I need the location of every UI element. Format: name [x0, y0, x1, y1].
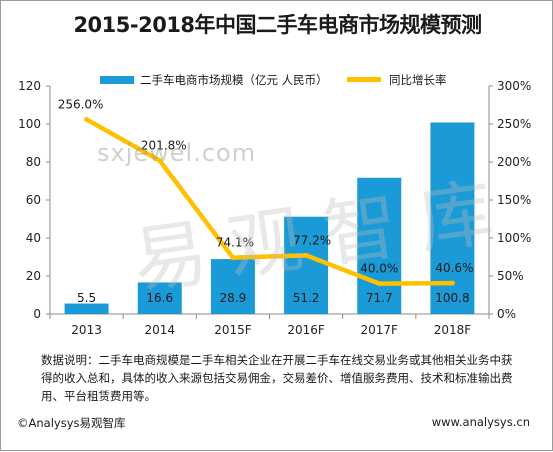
growth-rate-point [449, 280, 455, 286]
bar [137, 282, 182, 314]
bar-value-label: 51.2 [293, 291, 320, 305]
growth-rate-point [376, 281, 382, 287]
y-left-tick-label: 100 [18, 117, 41, 131]
bar-value-label: 100.8 [435, 291, 469, 305]
growth-rate-point [230, 255, 236, 261]
y-left-tick-label: 60 [26, 193, 41, 207]
line-value-label: 201.8% [141, 139, 187, 153]
legend-line-swatch [347, 77, 381, 82]
line-value-label: 74.1% [216, 236, 254, 250]
x-tick-label: 2014 [144, 323, 175, 337]
bar-value-label: 71.7 [366, 291, 393, 305]
y-right-tick-label: 300% [497, 79, 531, 93]
y-right-tick-label: 0% [497, 307, 516, 321]
line-value-label: 40.6% [435, 261, 473, 275]
chart-title: 2015-2018年中国二手车电商市场规模预测 [73, 13, 482, 37]
legend-bar-swatch [100, 76, 134, 84]
growth-rate-point [303, 252, 309, 258]
bar [210, 259, 255, 314]
bar [284, 216, 329, 314]
growth-rate-point [157, 158, 163, 164]
y-right-tick-label: 100% [497, 231, 531, 245]
legend-bar-label: 二手车电商市场规模（亿元 人民币） [140, 73, 328, 87]
y-left-tick-label: 0 [33, 307, 41, 321]
x-tick-label: 2016F [287, 323, 325, 337]
x-tick-label: 2013 [71, 323, 102, 337]
y-right-tick-label: 250% [497, 117, 531, 131]
bar-value-label: 28.9 [220, 291, 247, 305]
x-tick-label: 2017F [361, 323, 399, 337]
y-right-tick-label: 50% [497, 269, 524, 283]
x-tick-label: 2015F [214, 323, 252, 337]
growth-rate-line [85, 117, 453, 286]
growth-rate-point [84, 116, 90, 122]
bar-value-label: 16.6 [146, 291, 173, 305]
bar [64, 303, 109, 314]
y-left-tick-label: 120 [18, 79, 41, 93]
line-value-label: 256.0% [58, 97, 104, 111]
website-text: www.analysys.cn [431, 415, 530, 429]
bar [357, 177, 402, 314]
copyright-text: ©Analysys易观智库 [17, 416, 126, 430]
line-value-label: 77.2% [293, 233, 331, 247]
legend-line-label: 同比增长率 [389, 73, 447, 87]
y-left-tick-label: 40 [26, 231, 41, 245]
line-value-label: 40.0% [360, 262, 398, 276]
y-left-tick-label: 80 [26, 155, 41, 169]
bar-value-label: 5.5 [77, 291, 96, 305]
watermark-text: sxjewel.com [97, 139, 257, 167]
x-tick-label: 2018F [434, 323, 472, 337]
y-left-tick-label: 20 [26, 269, 41, 283]
y-right-tick-label: 150% [497, 193, 531, 207]
y-right-tick-label: 200% [497, 155, 531, 169]
data-note: 数据说明：二手车电商规模是二手车相关企业在开展二手车在线交易业务或其他相关业务中… [41, 353, 513, 403]
